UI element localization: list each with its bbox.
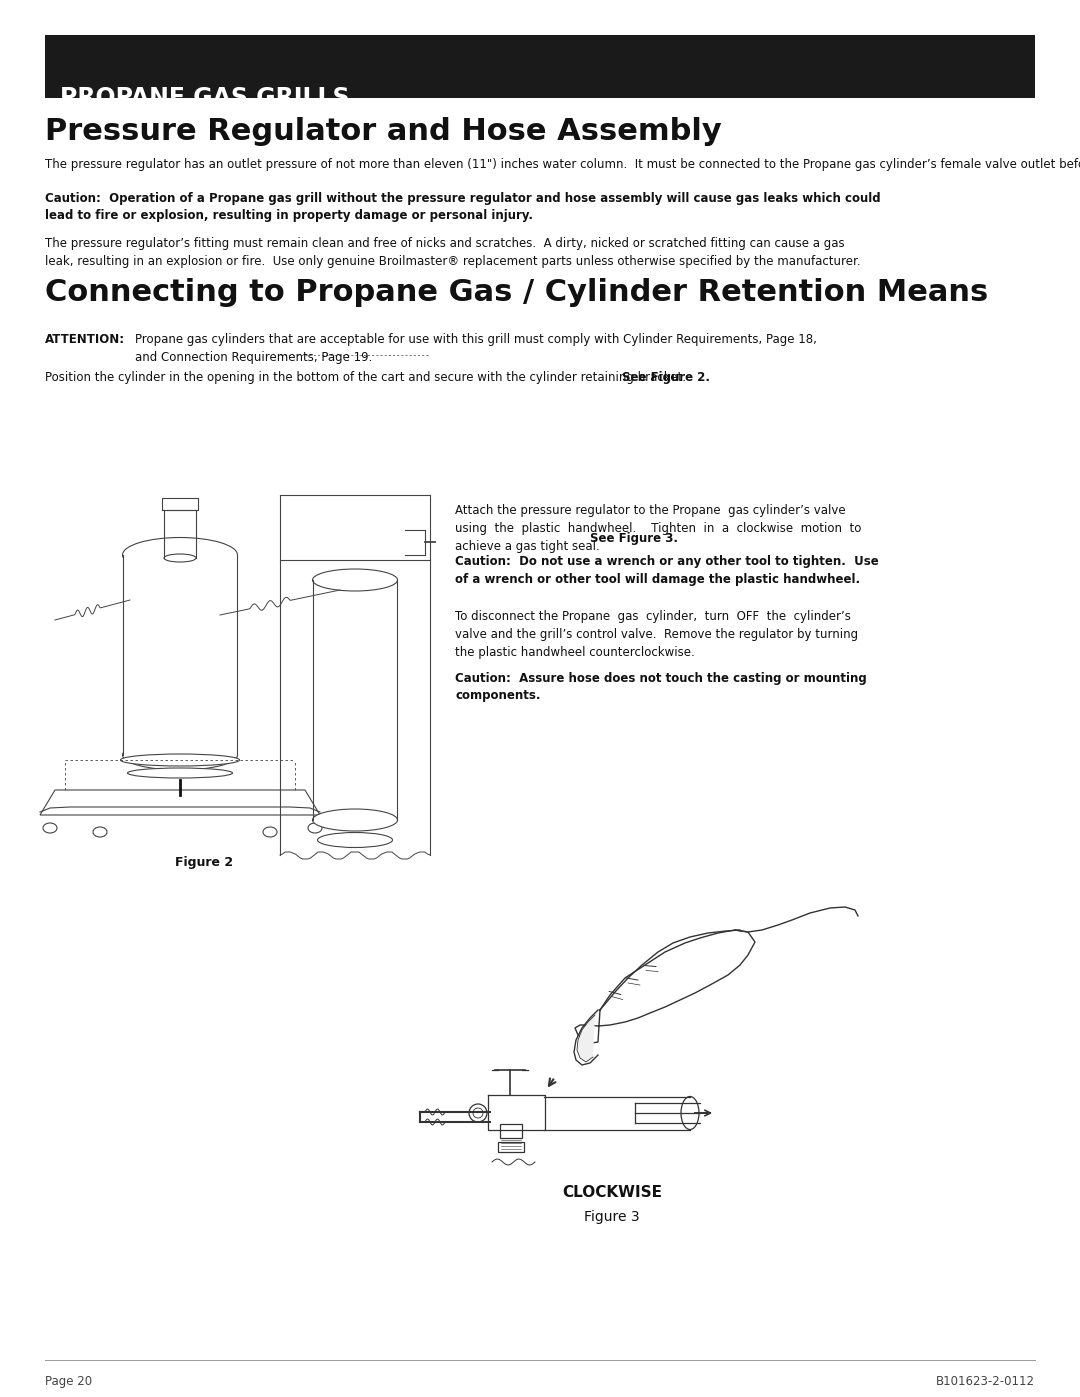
Text: Figure 3: Figure 3 <box>584 1210 639 1224</box>
Text: PROPANE GAS GRILLS: PROPANE GAS GRILLS <box>60 87 350 110</box>
Ellipse shape <box>312 569 397 591</box>
Ellipse shape <box>312 809 397 831</box>
Text: B101623-2-0112: B101623-2-0112 <box>936 1375 1035 1389</box>
Ellipse shape <box>264 827 276 837</box>
Bar <box>123 555 238 754</box>
Polygon shape <box>577 1016 595 1062</box>
Polygon shape <box>40 789 320 814</box>
Ellipse shape <box>308 823 322 833</box>
FancyBboxPatch shape <box>500 1125 522 1139</box>
Text: See Figure 3.: See Figure 3. <box>590 532 678 545</box>
Text: CLOCKWISE: CLOCKWISE <box>562 1185 662 1200</box>
Ellipse shape <box>93 827 107 837</box>
Ellipse shape <box>473 1108 483 1118</box>
FancyBboxPatch shape <box>498 1141 524 1153</box>
Text: Connecting to Propane Gas / Cylinder Retention Means: Connecting to Propane Gas / Cylinder Ret… <box>45 278 988 307</box>
Ellipse shape <box>122 740 238 770</box>
Ellipse shape <box>127 768 232 778</box>
Bar <box>45 35 1035 98</box>
Ellipse shape <box>538 1097 550 1130</box>
Ellipse shape <box>121 754 240 766</box>
Ellipse shape <box>164 555 195 562</box>
Text: See Figure 2.: See Figure 2. <box>622 372 710 384</box>
Ellipse shape <box>318 833 392 848</box>
Text: The pressure regulator has an outlet pressure of not more than eleven (11") inch: The pressure regulator has an outlet pre… <box>45 158 1080 170</box>
Ellipse shape <box>43 823 57 833</box>
Text: Attach the pressure regulator to the Propane  gas cylinder’s valve
using  the  p: Attach the pressure regulator to the Pro… <box>455 504 862 553</box>
Ellipse shape <box>122 538 238 573</box>
Polygon shape <box>575 930 755 1044</box>
Text: Caution:  Operation of a Propane gas grill without the pressure regulator and ho: Caution: Operation of a Propane gas gril… <box>45 191 880 222</box>
Ellipse shape <box>681 1097 699 1130</box>
Ellipse shape <box>469 1104 487 1122</box>
Text: ATTENTION:: ATTENTION: <box>45 332 125 346</box>
Text: Page 20: Page 20 <box>45 1375 92 1389</box>
Text: Position the cylinder in the opening in the bottom of the cart and secure with t: Position the cylinder in the opening in … <box>45 372 693 384</box>
Text: To disconnect the Propane  gas  cylinder,  turn  OFF  the  cylinder’s
valve and : To disconnect the Propane gas cylinder, … <box>455 610 859 659</box>
Text: The pressure regulator’s fitting must remain clean and free of nicks and scratch: The pressure regulator’s fitting must re… <box>45 237 861 267</box>
Text: Pressure Regulator and Hose Assembly: Pressure Regulator and Hose Assembly <box>45 117 721 147</box>
Text: Caution:  Do not use a wrench or any other tool to tighten.  Use
of a wrench or : Caution: Do not use a wrench or any othe… <box>455 555 879 585</box>
Text: Caution:  Assure hose does not touch the casting or mounting
components.: Caution: Assure hose does not touch the … <box>455 672 867 703</box>
Text: Propane gas cylinders that are acceptable for use with this grill must comply wi: Propane gas cylinders that are acceptabl… <box>135 332 816 363</box>
Text: Figure 2: Figure 2 <box>175 856 233 869</box>
